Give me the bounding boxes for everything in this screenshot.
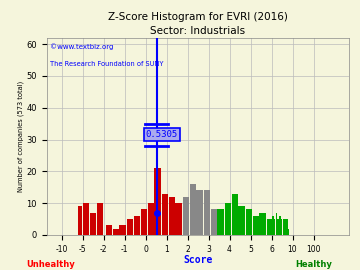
Bar bbox=[183, 197, 189, 235]
Bar bbox=[175, 203, 182, 235]
Bar bbox=[267, 219, 273, 235]
Bar bbox=[162, 194, 168, 235]
Title: Z-Score Histogram for EVRI (2016)
Sector: Industrials: Z-Score Histogram for EVRI (2016) Sector… bbox=[108, 12, 288, 36]
Bar bbox=[281, 219, 282, 235]
Bar bbox=[113, 228, 119, 235]
Bar bbox=[83, 203, 89, 235]
Bar bbox=[253, 216, 259, 235]
Bar bbox=[90, 213, 96, 235]
Bar bbox=[225, 203, 231, 235]
Bar bbox=[168, 197, 175, 235]
Bar bbox=[154, 168, 161, 235]
Bar bbox=[119, 225, 126, 235]
Text: The Research Foundation of SUNY: The Research Foundation of SUNY bbox=[50, 62, 163, 68]
Bar bbox=[231, 194, 238, 235]
X-axis label: Score: Score bbox=[183, 255, 213, 265]
Bar bbox=[238, 206, 245, 235]
Bar bbox=[272, 216, 274, 235]
Bar bbox=[190, 184, 196, 235]
Bar bbox=[134, 216, 140, 235]
Bar bbox=[284, 219, 286, 235]
Bar bbox=[286, 219, 288, 235]
Bar bbox=[260, 213, 266, 235]
Bar bbox=[127, 219, 133, 235]
Bar bbox=[274, 219, 275, 235]
Bar bbox=[283, 219, 284, 235]
Bar bbox=[197, 190, 203, 235]
Bar bbox=[275, 213, 277, 235]
Bar bbox=[217, 210, 224, 235]
Text: 0.5305: 0.5305 bbox=[146, 130, 178, 139]
Bar bbox=[288, 228, 289, 235]
Text: Unhealthy: Unhealthy bbox=[26, 260, 75, 269]
Bar bbox=[211, 210, 217, 235]
Bar bbox=[148, 203, 154, 235]
Bar bbox=[246, 210, 252, 235]
Bar bbox=[105, 225, 112, 235]
Text: Healthy: Healthy bbox=[295, 260, 332, 269]
Y-axis label: Number of companies (573 total): Number of companies (573 total) bbox=[17, 81, 24, 192]
Bar bbox=[141, 210, 147, 235]
Bar bbox=[279, 216, 280, 235]
Bar bbox=[78, 206, 82, 235]
Bar bbox=[277, 219, 279, 235]
Bar bbox=[97, 203, 103, 235]
Text: ©www.textbiz.org: ©www.textbiz.org bbox=[50, 44, 113, 50]
Bar bbox=[204, 190, 210, 235]
